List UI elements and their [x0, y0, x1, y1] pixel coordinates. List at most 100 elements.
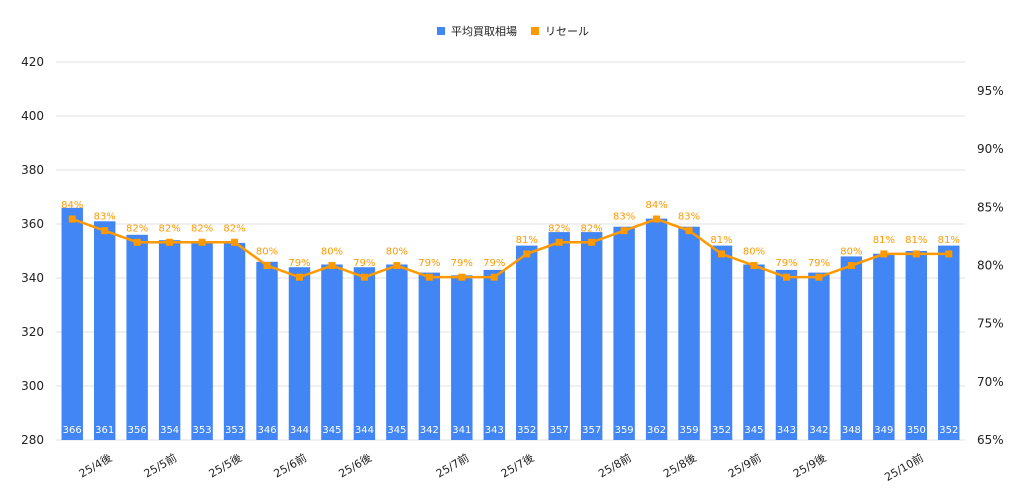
- bar: [710, 245, 733, 440]
- line-point: [133, 238, 141, 246]
- bar-value-label: 352: [939, 425, 958, 436]
- bar: [548, 232, 570, 440]
- line-value-label: 81%: [710, 235, 732, 246]
- bar: [223, 242, 246, 440]
- line-point: [782, 273, 790, 281]
- x-tick-label: 25/5後: [206, 450, 244, 480]
- x-tick-label: 25/8前: [596, 450, 634, 480]
- x-tick-label: 25/7後: [498, 450, 536, 480]
- line-point: [425, 273, 433, 281]
- bar: [516, 245, 538, 440]
- bar-value-label: 342: [809, 425, 828, 436]
- line-point: [523, 250, 531, 258]
- bar-value-label: 361: [95, 425, 114, 436]
- bar: [321, 264, 343, 440]
- line-point: [945, 250, 953, 258]
- line-value-label: 79%: [353, 258, 375, 269]
- bar: [158, 240, 181, 440]
- y-tick-label: 280: [21, 433, 44, 447]
- bar: [483, 269, 505, 440]
- line-value-label: 81%: [873, 235, 895, 246]
- line-value-label: 80%: [256, 247, 278, 258]
- line-point: [912, 250, 920, 258]
- line-point: [101, 227, 109, 235]
- line-point: [458, 273, 466, 281]
- bar: [743, 264, 765, 440]
- line-value-label: 84%: [645, 200, 667, 211]
- line-point: [360, 273, 368, 281]
- line-path: [71, 217, 949, 279]
- x-tick-label: 25/10前: [882, 450, 926, 483]
- line-point: [166, 238, 174, 246]
- y2-tick-label: 90%: [977, 142, 1004, 156]
- line-point: [847, 262, 855, 270]
- bar-value-label: 362: [647, 425, 666, 436]
- bar-value-label: 344: [355, 425, 374, 436]
- line-value-label: 83%: [94, 212, 116, 223]
- bar: [353, 267, 376, 440]
- line-value-label: 84%: [61, 200, 83, 211]
- y-tick-label: 420: [21, 55, 44, 69]
- y-tick-label: 340: [21, 271, 44, 285]
- line-point: [750, 262, 758, 270]
- bar-value-label: 343: [485, 425, 504, 436]
- bar-labels: 366 361 356 354 353 353 346 344 345 344 345 342 341 3…: [63, 425, 959, 436]
- y2-tick-label: 65%: [977, 433, 1004, 447]
- line-point: [685, 227, 693, 235]
- x-tick-label: 25/4後: [76, 450, 114, 480]
- y2-tick-label: 80%: [977, 259, 1004, 273]
- y-tick-label: 300: [21, 379, 44, 393]
- bar-value-label: 352: [517, 425, 536, 436]
- y2-tick-label: 95%: [977, 84, 1004, 98]
- bar-value-label: 348: [842, 425, 861, 436]
- line-point: [393, 262, 401, 270]
- line-value-label: 82%: [126, 223, 148, 234]
- x-tick-label: 25/9前: [726, 450, 764, 480]
- line-value-label: 79%: [418, 258, 440, 269]
- y-axis-left: 280 300 320 340 360 380 400 420: [21, 55, 44, 447]
- bar: [808, 272, 830, 440]
- line-value-label: 79%: [483, 258, 505, 269]
- bar-value-label: 354: [160, 425, 179, 436]
- bar-value-label: 341: [452, 425, 471, 436]
- x-axis: 25/4後 25/5前 25/5後 25/6前 25/6後 25/7前 25/7後 25/8前…: [76, 450, 926, 483]
- line-value-label: 81%: [905, 235, 927, 246]
- line-value-label: 79%: [808, 258, 830, 269]
- y-axis-right: 65% 70% 75% 80% 85% 90% 95%: [977, 84, 1004, 447]
- bar-value-label: 343: [777, 425, 796, 436]
- line-value-label: 80%: [840, 247, 862, 258]
- line-point: [198, 238, 206, 246]
- line-point: [718, 250, 726, 258]
- bar: [938, 245, 960, 440]
- bar-value-label: 342: [420, 425, 439, 436]
- legend-line-swatch: [531, 27, 539, 35]
- bar: [386, 264, 408, 440]
- line-value-label: 79%: [775, 258, 797, 269]
- line-value-label: 81%: [938, 235, 960, 246]
- bar: [775, 269, 798, 440]
- bar-value-label: 353: [225, 425, 244, 436]
- line-value-label: 82%: [581, 223, 603, 234]
- x-tick-label: 25/7前: [433, 450, 471, 480]
- line-series: 84% 83% 82% 82% 82% 82% 80% 79% 80% 79% 80% 79% 79% 7…: [61, 200, 960, 281]
- line-value-label: 80%: [743, 247, 765, 258]
- bar-value-label: 345: [387, 425, 406, 436]
- line-value-label: 82%: [548, 223, 570, 234]
- bar: [191, 242, 213, 440]
- bar-value-label: 350: [907, 425, 926, 436]
- bar-value-label: 346: [257, 425, 276, 436]
- line-point: [620, 227, 628, 235]
- legend: 平均買取相場 リセール: [437, 25, 589, 38]
- bar: [93, 221, 116, 440]
- bar-value-label: 359: [680, 425, 699, 436]
- bar: [451, 275, 473, 440]
- line-value-label: 82%: [223, 223, 245, 234]
- line-point: [880, 250, 888, 258]
- bar: [418, 272, 441, 440]
- bar: [61, 207, 83, 440]
- line-value-label: 83%: [613, 212, 635, 223]
- line-point: [490, 273, 498, 281]
- y-tick-label: 360: [21, 217, 44, 231]
- x-tick-label: 25/8後: [661, 450, 699, 480]
